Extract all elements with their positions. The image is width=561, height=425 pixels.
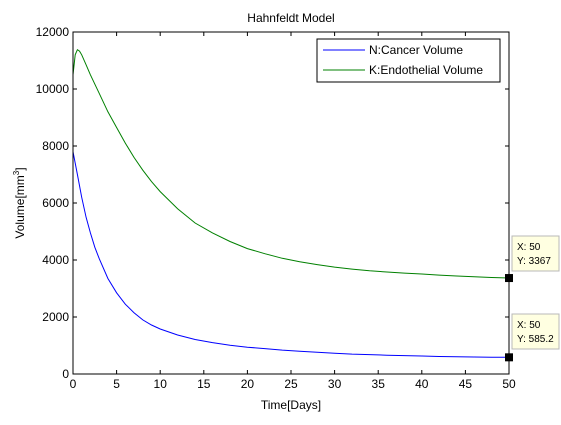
y-tick-label: 4000 — [42, 253, 69, 267]
datatip-x-label: X: 50 — [517, 320, 541, 331]
datatip-cancer[interactable]: X: 50 Y: 585.2 — [511, 313, 560, 350]
x-tick-label: 40 — [415, 377, 429, 391]
y-tick-label: 6000 — [42, 196, 69, 210]
markers-layer — [505, 274, 513, 362]
x-tick-label: 15 — [197, 377, 211, 391]
y-tick-label: 2000 — [42, 310, 69, 324]
x-tick-label: 20 — [241, 377, 255, 391]
x-tick-label: 35 — [372, 377, 386, 391]
y-tick-label: 12000 — [36, 25, 70, 39]
y-axis-label-sup: 3 — [12, 170, 21, 175]
series-layer — [72, 48, 510, 358]
datatip-endothelial[interactable]: X: 50 Y: 3367 — [511, 235, 560, 272]
datatip-y-label: Y: 585.2 — [517, 334, 554, 345]
datatip-box — [511, 313, 560, 350]
datatip-marker[interactable] — [505, 353, 513, 362]
x-tick-label: 45 — [459, 377, 473, 391]
series-line-endothelial — [72, 48, 510, 279]
y-tick-label: 8000 — [42, 139, 69, 153]
legend: N:Cancer Volume K:Endothelial Volume — [316, 38, 501, 83]
chart-title: Hahnfeldt Model — [247, 11, 334, 25]
x-tick-label: 30 — [328, 377, 342, 391]
y-tick-label: 10000 — [36, 82, 70, 96]
x-tick-label: 10 — [154, 377, 168, 391]
y-axis-label: Volume[mm3] — [12, 167, 27, 238]
datatip-box — [511, 235, 560, 272]
y-axis-label-text: Volume[mm — [13, 175, 27, 238]
legend-label-endothelial: K:Endothelial Volume — [369, 63, 483, 77]
plot-background — [73, 32, 509, 374]
x-tick-label: 0 — [70, 377, 77, 391]
series-line-cancer — [72, 151, 510, 358]
y-axis-label-end: ] — [13, 167, 27, 170]
datatip-marker[interactable] — [505, 274, 513, 283]
datatip-x-label: X: 50 — [517, 242, 541, 253]
ticks-layer: 0 5 10 15 20 25 30 35 40 45 50 0 2000 4000 6000 8000 100… — [36, 25, 516, 391]
legend-box — [316, 38, 501, 83]
x-tick-label: 50 — [502, 377, 516, 391]
legend-label-cancer: N:Cancer Volume — [369, 43, 463, 57]
y-tick-label: 0 — [62, 367, 69, 381]
x-tick-label: 5 — [113, 377, 120, 391]
x-tick-label: 25 — [284, 377, 298, 391]
datatip-y-label: Y: 3367 — [517, 256, 551, 267]
x-axis-label: Time[Days] — [261, 398, 321, 412]
